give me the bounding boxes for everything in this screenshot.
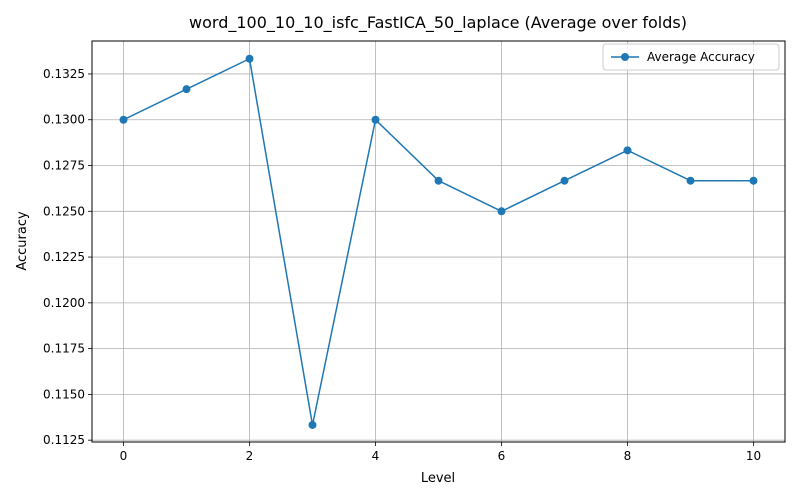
y-tick-label: 0.1275: [43, 159, 85, 173]
x-tick-label: 2: [246, 449, 254, 463]
data-point: [119, 115, 128, 124]
x-tick-label: 4: [372, 449, 380, 463]
y-tick-label: 0.1250: [43, 204, 85, 218]
data-point: [623, 146, 632, 155]
y-axis-label: Accuracy: [15, 211, 30, 271]
data-point: [686, 176, 695, 185]
grid: [92, 41, 785, 442]
legend-box: [602, 43, 780, 71]
data-point: [749, 176, 758, 185]
legend-label: Average Accuracy: [647, 50, 755, 64]
y-axis-ticks: 0.1125 0.1150 0.1175 0.1200 0.1225 0.1250 0.12…: [43, 67, 92, 447]
x-tick-label: 10: [746, 449, 761, 463]
y-tick-label: 0.1225: [43, 250, 85, 264]
x-tick-label: 8: [624, 449, 632, 463]
y-tick-label: 0.1200: [43, 296, 85, 310]
y-tick-label: 0.1300: [43, 113, 85, 127]
legend-point-marker: [621, 53, 629, 61]
x-tick-label: 0: [120, 449, 128, 463]
y-tick-label: 0.1125: [43, 433, 85, 447]
data-point: [497, 207, 506, 216]
y-tick-label: 0.1175: [43, 342, 85, 356]
data-series: [119, 54, 758, 429]
x-axis-label: Level: [421, 471, 455, 486]
y-tick-label: 0.1325: [43, 67, 85, 81]
data-point: [371, 115, 380, 124]
data-point: [245, 54, 254, 63]
data-point: [308, 420, 317, 429]
plot-frame: [91, 40, 786, 443]
y-tick-label: 0.1150: [43, 387, 85, 401]
data-point: [182, 85, 191, 94]
chart-title: word_100_10_10_isfc_FastICA_50_laplace (…: [189, 13, 687, 33]
data-point: [434, 176, 443, 185]
x-tick-label: 6: [498, 449, 506, 463]
legend: Average Accuracy: [602, 43, 780, 71]
data-point: [560, 176, 569, 185]
x-axis-ticks: 0 2 4 6 8 10: [120, 442, 761, 463]
